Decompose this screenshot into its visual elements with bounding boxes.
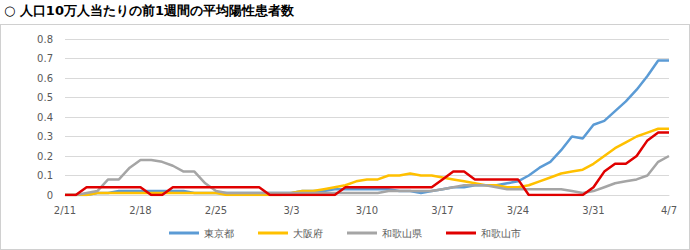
svg-text:0.7: 0.7	[37, 53, 53, 64]
svg-text:2/11: 2/11	[54, 205, 76, 216]
svg-text:3/24: 3/24	[507, 205, 529, 216]
svg-text:0.1: 0.1	[37, 170, 53, 181]
svg-text:0.5: 0.5	[37, 92, 53, 103]
svg-text:0.3: 0.3	[37, 131, 53, 142]
svg-text:0.8: 0.8	[37, 34, 53, 45]
html-text:○ 人口10万人当たりの前1週間の平均陽性患者数: ○ 人口10万人当たりの前1週間の平均陽性患者数	[4, 3, 294, 18]
svg-text:東京都: 東京都	[204, 228, 234, 239]
svg-text:0.2: 0.2	[37, 151, 53, 162]
svg-text:3/3: 3/3	[283, 205, 299, 216]
svg-text:0.6: 0.6	[37, 73, 53, 84]
svg-text:3/10: 3/10	[356, 205, 378, 216]
svg-text:4/7: 4/7	[661, 205, 677, 216]
svg-text:2/25: 2/25	[205, 205, 227, 216]
svg-text:3/17: 3/17	[431, 205, 453, 216]
svg-text:0.4: 0.4	[37, 112, 53, 123]
svg-text:和歌山市: 和歌山市	[481, 228, 521, 239]
svg-text:2/18: 2/18	[129, 205, 151, 216]
svg-text:3/31: 3/31	[582, 205, 604, 216]
svg-text:大阪府: 大阪府	[293, 228, 323, 239]
svg-text:和歌山県: 和歌山県	[382, 228, 422, 239]
svg-text:0: 0	[47, 190, 53, 201]
